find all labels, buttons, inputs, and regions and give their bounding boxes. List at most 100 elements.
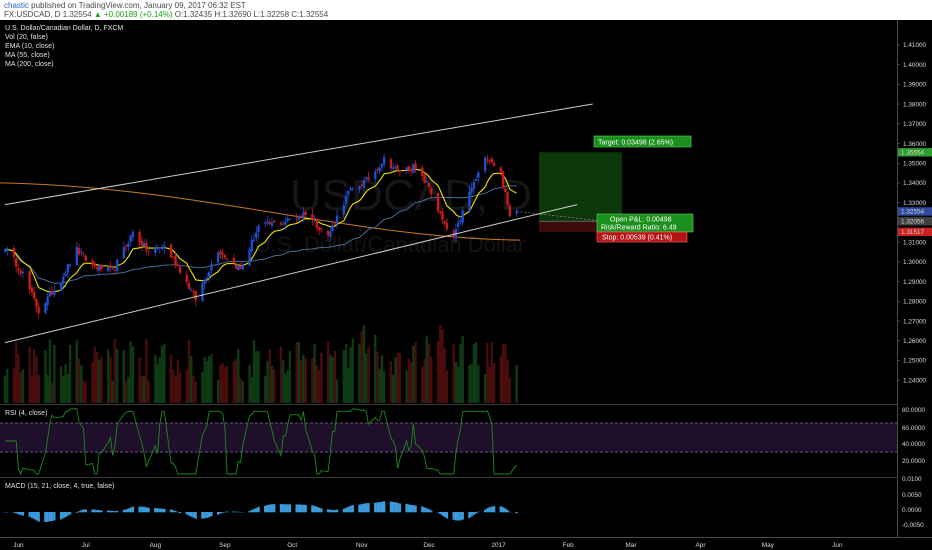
volume-bar [95,351,99,403]
candle-body [138,231,141,243]
volume-bar [486,342,489,403]
price-tick-label: 1.40000 [903,62,927,69]
time-axis[interactable]: Jun Jul Aug Sep Oct Nov Dec 2017 Feb Mar Apr May Jun [13,542,843,549]
time-tick-label: Feb [563,542,574,549]
macd-bar [82,509,85,513]
candle-body [335,215,339,224]
target-label[interactable]: Target: 0.03498 (2.65%) [593,135,692,148]
volume-bar [3,375,7,403]
macd-bar [221,512,224,513]
price-tick-label: 1.35000 [903,160,927,167]
macd-axis[interactable]: 0.0100 0.0050 0.0000 -0.0050 [902,476,924,529]
candle-body [264,222,267,224]
volume-bar [342,350,345,403]
macd-bar [237,511,240,513]
candle-body [190,289,193,291]
macd-bar [129,507,132,513]
price-channel[interactable] [4,103,593,344]
author-link[interactable]: chastic [4,1,29,10]
rsi-axis[interactable]: 80.0000 60.0000 40.0000 20.0000 [902,407,926,465]
macd-bar [174,511,177,513]
candle-body [351,188,354,190]
volume-bars [3,324,518,403]
macd-bar [142,506,146,513]
rsi-path [5,408,517,476]
macd-tick: 0.0100 [902,476,922,483]
macd-bar [501,507,505,513]
volume-bar [326,341,330,403]
macd-bar [477,511,480,513]
volume-bar [347,367,350,403]
macd-bar [504,508,507,513]
chart-canvas[interactable]: USDCAD, D U.S. Dollar/Canadian Dollar Ta… [0,20,932,550]
candle-body [282,223,285,225]
volume-bar [98,359,101,403]
macd-bar [474,512,478,514]
candle-body [329,231,332,238]
macd-bar [107,510,110,513]
volume-bar [80,365,83,403]
macd-bar [459,512,462,521]
candle-body [304,211,307,216]
legend-ema[interactable]: EMA (10, close) [5,43,54,50]
macd-bar [203,512,206,519]
symbol-quote: FX:USDCAD, D 1.32554 ▲ +0.00189 (+0.14%)… [4,10,328,19]
candle-body [172,257,175,259]
candle-body [252,239,256,242]
macd-bar [409,504,413,513]
candle-body [365,177,368,179]
macd-tick: -0.0050 [902,522,924,529]
volume-bar [409,362,413,403]
macd-bar [378,502,381,513]
candle-body [140,240,144,246]
macd-bar [100,510,103,513]
candle-body [221,252,224,255]
legend-ma200[interactable]: MA (200, close) [5,61,54,68]
pnl-label[interactable]: Open P&L: 0.00498 Risk/Reward Ratio: 6.4… [596,213,694,233]
volume-bar [470,363,473,403]
macd-tick: 0.0000 [902,507,922,514]
volume-bar [32,349,36,403]
volume-bar [349,347,352,403]
candle-body [295,217,298,219]
price-marker-label: 1.32056 [901,219,925,226]
volume-bar [273,369,276,403]
macd-bar [219,512,222,514]
macd-bar [80,510,83,513]
macd-title[interactable]: MACD (15, 21, close, 4, true, false) [5,483,114,490]
macd-bar [457,512,460,521]
candle-body [439,210,442,213]
volume-bar [234,359,238,403]
volume-bar [286,369,289,403]
volume-bar [331,356,334,403]
volume-bar [239,378,242,403]
legend-vol[interactable]: Vol (20, false) [5,34,48,41]
macd-bar [37,512,40,522]
price-tick-label: 1.31000 [903,239,927,246]
macd-bar [273,504,276,513]
macd-bar [515,512,518,514]
macd-bar [12,512,16,513]
volume-bar [391,374,395,403]
macd-bar [210,512,213,517]
candle-body [360,184,363,186]
macd-bar [252,508,256,513]
candle-body [394,167,397,169]
macd-bar [299,504,303,513]
stop-label[interactable]: Stop: 0.00539 (0.41%) [596,231,688,243]
price-change: +0.00189 (+0.14%) [104,10,173,19]
legend-ma55[interactable]: MA (55, close) [5,52,50,59]
candle-body [6,248,9,252]
candle-body [421,167,424,176]
time-tick-label: Mar [625,542,637,549]
volume-bar [75,340,78,403]
macd-bar [358,504,361,513]
candle-body [176,265,179,267]
macd-bar [28,512,31,517]
candle-body [320,228,323,230]
price-tick-label: 1.29000 [903,279,927,286]
macd-bar [439,512,442,515]
rsi-title[interactable]: RSI (4, close) [5,410,47,417]
macd-bar [98,510,101,513]
volume-bar [414,341,417,403]
